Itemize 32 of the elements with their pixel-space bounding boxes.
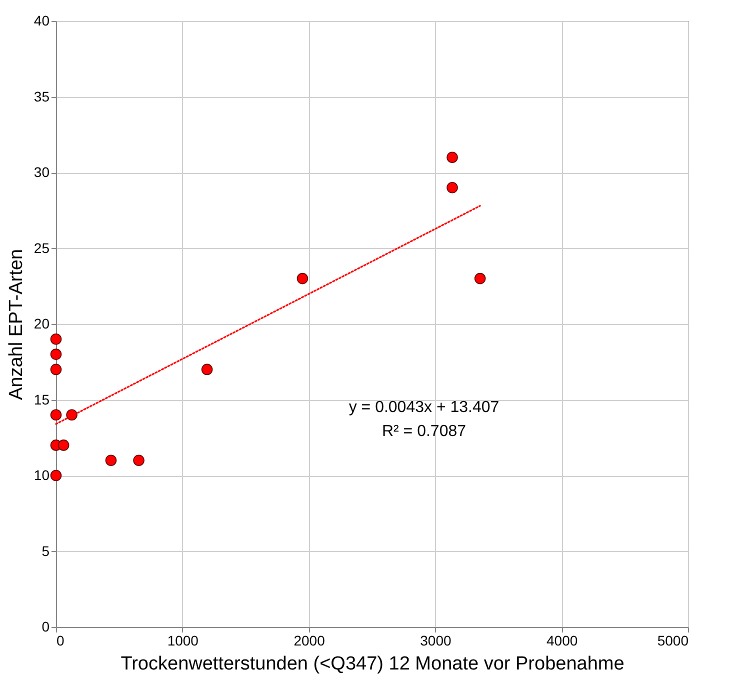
point — [50, 409, 62, 421]
y-tick-label: 35 — [34, 88, 50, 104]
point — [50, 348, 62, 360]
point — [133, 454, 144, 466]
x-tick-label: 0 — [56, 632, 64, 648]
x-tick-label: 5000 — [657, 632, 689, 648]
x-tick-label: 4000 — [546, 632, 578, 648]
y-tick-label: 25 — [34, 240, 50, 256]
point — [50, 364, 62, 376]
point — [296, 272, 308, 284]
y-tick-label: 20 — [34, 316, 50, 332]
point — [50, 470, 62, 482]
y-tick-label: 40 — [34, 12, 50, 28]
x-tick-label: 3000 — [420, 632, 452, 648]
point — [446, 182, 458, 194]
y-tick-label: 30 — [34, 164, 50, 180]
x-tick-label: 1000 — [167, 632, 199, 648]
y-tick-label: 5 — [42, 542, 50, 559]
point — [58, 440, 70, 451]
point — [50, 334, 62, 345]
x-axis-title: Trockenwetterstunden (<Q347) 12 Monate vor Probenahme — [120, 654, 624, 674]
annotation: R² = 0.7087 — [382, 423, 466, 440]
y-tick-label: 0 — [42, 618, 50, 634]
point — [201, 364, 213, 376]
x-tick-label: 2000 — [294, 632, 326, 648]
point — [474, 272, 486, 284]
annotation: y = 0.0043x + 13.407 — [348, 399, 500, 416]
point — [105, 454, 117, 466]
y-axis-title: Anzahl EPT-Arten — [6, 248, 27, 400]
point — [446, 152, 458, 163]
y-tick-label: 15 — [34, 391, 50, 408]
y-tick-label: 10 — [34, 467, 50, 483]
